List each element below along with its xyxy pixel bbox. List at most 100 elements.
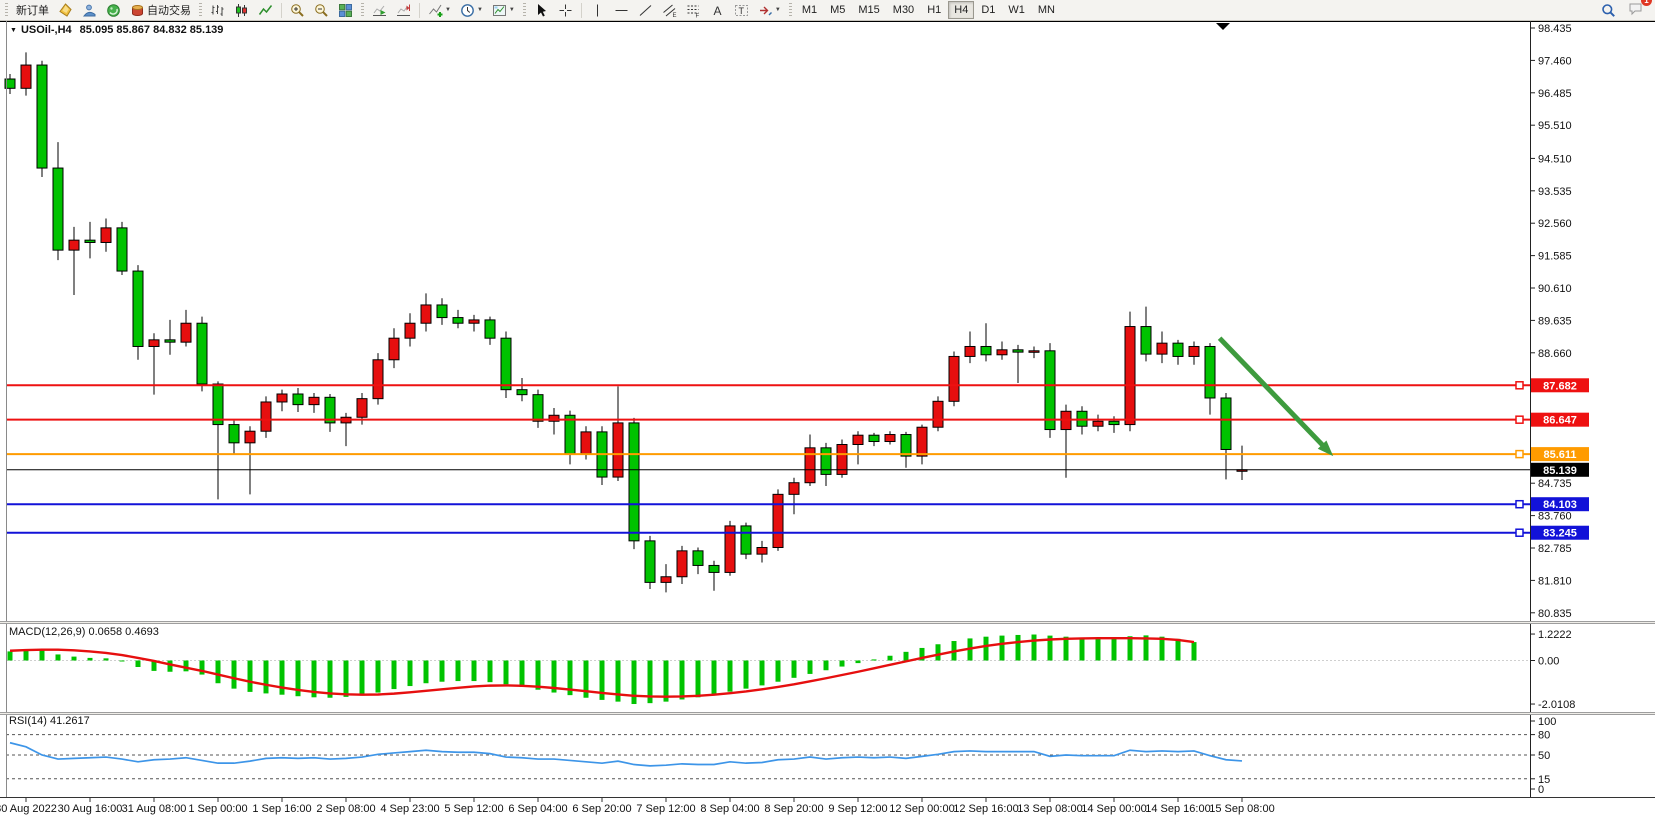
svg-text:100: 100 <box>1538 716 1556 728</box>
timeframe-m30-button[interactable]: M30 <box>887 1 920 19</box>
price-line-85.139[interactable]: 85.139 <box>6 462 1589 477</box>
rsi-line <box>9 741 1243 767</box>
svg-text:14 Sep 00:00: 14 Sep 00:00 <box>1081 803 1146 815</box>
line-chart-button[interactable] <box>254 1 277 19</box>
fibonacci-icon: F <box>687 5 699 18</box>
svg-text:91.585: 91.585 <box>1538 251 1572 263</box>
equidistant-channel-button[interactable]: E <box>658 1 681 19</box>
candlestick-icon <box>236 3 247 17</box>
svg-text:9 Sep 12:00: 9 Sep 12:00 <box>828 803 887 815</box>
zoom-in-icon <box>291 3 304 17</box>
text-label-button[interactable]: T <box>730 1 753 19</box>
indicators-button[interactable]: ▼ <box>424 1 455 19</box>
price-badge-86.647 <box>1531 412 1589 427</box>
timeframe-h4-button[interactable]: H4 <box>948 1 975 19</box>
trendline-button[interactable] <box>634 1 657 19</box>
date-axis[interactable]: 30 Aug 2022 30 Aug 16:00 31 Aug 08:00 1 Sep… <box>0 798 1275 815</box>
toolbar-grip <box>361 2 364 18</box>
svg-text:E: E <box>672 13 676 18</box>
svg-text:95.510: 95.510 <box>1538 120 1572 132</box>
toolbar-separator <box>281 2 282 18</box>
horizontal-line-button[interactable] <box>610 1 633 19</box>
search-button[interactable] <box>1597 1 1620 19</box>
svg-text:A: A <box>713 4 721 18</box>
chart-window[interactable]: 87.682 86.647 85.611 85.139 84.103 83.245 98.4… <box>0 21 1655 819</box>
svg-text:2 Sep 08:00: 2 Sep 08:00 <box>316 803 375 815</box>
svg-text:90.610: 90.610 <box>1538 283 1572 295</box>
timeframe-w1-button[interactable]: W1 <box>1002 1 1031 19</box>
price-line-85.611[interactable]: 85.611 <box>6 447 1589 462</box>
price-line-86.647[interactable]: 86.647 <box>6 412 1589 427</box>
channel-icon: E <box>663 4 676 18</box>
timeframe-m15-button[interactable]: M15 <box>852 1 885 19</box>
svg-text:14 Sep 16:00: 14 Sep 16:00 <box>1145 803 1210 815</box>
text-button[interactable]: A <box>706 1 729 19</box>
svg-text:31 Aug 08:00: 31 Aug 08:00 <box>122 803 187 815</box>
chevron-down-icon: ▼ <box>476 7 483 13</box>
chart-shift-button[interactable] <box>392 1 415 19</box>
bar-chart-button[interactable] <box>206 1 229 19</box>
svg-text:88.660: 88.660 <box>1538 348 1572 360</box>
svg-text:7 Sep 12:00: 7 Sep 12:00 <box>636 803 695 815</box>
horizontal-line-icon <box>615 9 628 11</box>
metaeditor-button[interactable] <box>54 1 77 19</box>
toolbar-grip <box>788 2 792 18</box>
svg-text:12 Sep 00:00: 12 Sep 00:00 <box>889 803 954 815</box>
zoom-in-button[interactable] <box>286 1 309 19</box>
zoom-out-icon <box>315 3 328 17</box>
auto-trading-icon <box>132 4 143 16</box>
svg-text:6 Sep 04:00: 6 Sep 04:00 <box>508 803 567 815</box>
notifications-button[interactable] <box>1624 0 1647 17</box>
new-order-button[interactable]: 新订单 <box>12 1 53 19</box>
chart-shift-icon <box>397 4 410 16</box>
market-watch-button[interactable] <box>78 1 101 19</box>
svg-text:89.635: 89.635 <box>1538 315 1572 327</box>
vertical-line-button[interactable] <box>586 1 609 19</box>
down-arrow-annotation[interactable] <box>1217 336 1334 457</box>
price-badge-83.245 <box>1531 525 1589 540</box>
svg-text:50: 50 <box>1538 750 1550 762</box>
zoom-out-button[interactable] <box>310 1 333 19</box>
chart-canvas[interactable]: 87.68286.64785.61185.13984.10383.24598.4… <box>0 21 1655 819</box>
toolbar-grip <box>522 2 526 18</box>
timeframe-m5-button[interactable]: M5 <box>824 1 851 19</box>
periods-button[interactable]: ▼ <box>456 1 487 19</box>
timeframe-mn-button[interactable]: MN <box>1032 1 1061 19</box>
arrows-button[interactable]: ▼ <box>754 1 785 19</box>
templates-button[interactable]: ▼ <box>488 1 519 19</box>
arrow-shapes-icon <box>759 6 772 15</box>
timeframe-m1-button[interactable]: M1 <box>796 1 823 19</box>
chart-shift-marker[interactable] <box>1216 23 1230 30</box>
cursor-button[interactable] <box>530 1 553 19</box>
svg-text:85.611: 85.611 <box>1543 449 1576 461</box>
svg-text:83.245: 83.245 <box>1543 528 1577 540</box>
price-line-83.245[interactable]: 83.245 <box>6 525 1589 540</box>
chevron-down-icon: ▼ <box>774 7 781 13</box>
price-badge-85.139 <box>1531 462 1589 477</box>
timeframe-d1-button[interactable]: D1 <box>975 1 1001 19</box>
green-globe-icon <box>107 3 120 17</box>
svg-text:8 Sep 04:00: 8 Sep 04:00 <box>700 803 759 815</box>
toolbar-grip <box>5 2 8 18</box>
fibonacci-button[interactable]: F <box>682 1 705 19</box>
tile-windows-button[interactable] <box>334 1 357 19</box>
price-badge-85.611 <box>1531 447 1589 462</box>
data-window-button[interactable] <box>102 1 125 19</box>
auto-scroll-icon <box>373 5 386 16</box>
candlestick-chart-button[interactable] <box>230 1 253 19</box>
auto-trading-button[interactable]: 自动交易 <box>126 1 195 19</box>
price-axis[interactable]: 98.435 97.460 96.485 95.510 94.510 93.535 92.5… <box>1530 23 1575 796</box>
price-line-84.103[interactable]: 84.103 <box>6 497 1589 512</box>
price-line-87.682[interactable]: 87.682 <box>6 378 1589 393</box>
toolbar-grip <box>199 2 202 18</box>
tile-windows-icon <box>339 3 352 17</box>
cursor-arrow-icon <box>537 3 546 16</box>
svg-text:98.435: 98.435 <box>1538 23 1572 35</box>
crosshair-button[interactable] <box>554 1 577 19</box>
svg-text:1 Sep 16:00: 1 Sep 16:00 <box>252 803 311 815</box>
svg-text:T: T <box>738 6 744 16</box>
auto-scroll-button[interactable] <box>368 1 391 19</box>
svg-text:80.835: 80.835 <box>1538 608 1572 620</box>
timeframe-h1-button[interactable]: H1 <box>921 1 947 19</box>
svg-text:83.760: 83.760 <box>1538 511 1572 523</box>
